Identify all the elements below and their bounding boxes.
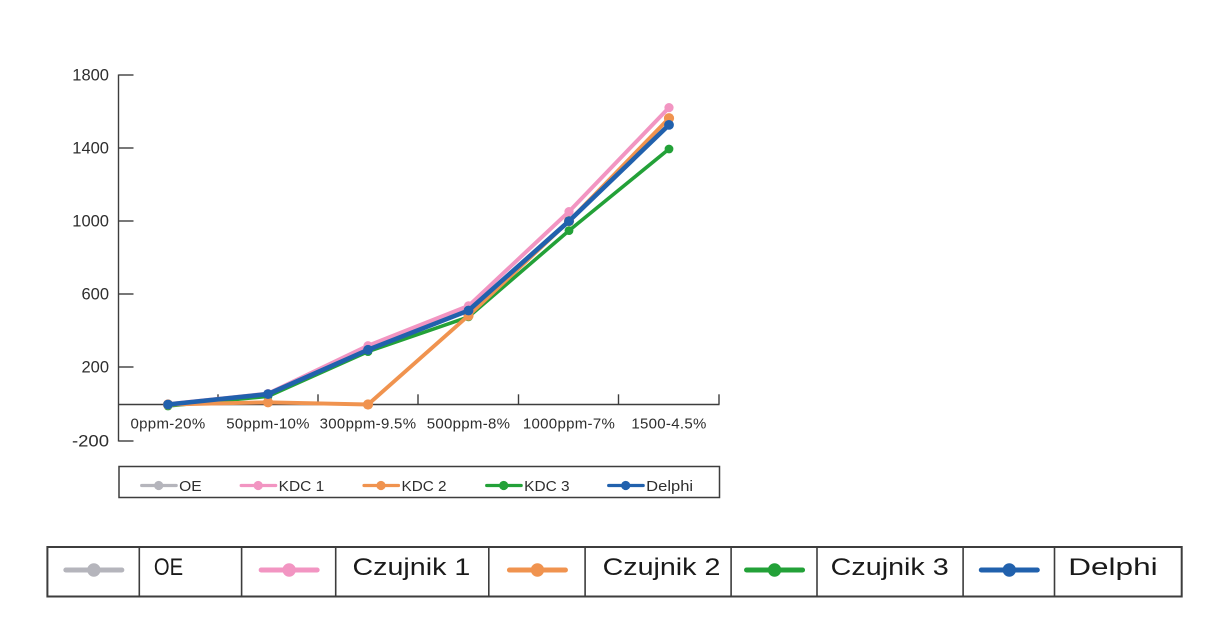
svg-text:KDC 3: KDC 3 [524, 478, 569, 495]
svg-text:0ppm-20%: 0ppm-20% [131, 416, 206, 433]
svg-text:OE: OE [154, 554, 183, 581]
svg-text:KDC 1: KDC 1 [279, 478, 325, 495]
svg-text:Delphi: Delphi [646, 478, 693, 495]
svg-text:300ppm-9.5%: 300ppm-9.5% [320, 416, 417, 433]
svg-text:1400: 1400 [72, 140, 109, 158]
svg-text:Delphi: Delphi [1068, 554, 1157, 581]
svg-text:OE: OE [179, 478, 202, 495]
svg-text:50ppm-10%: 50ppm-10% [226, 416, 310, 433]
svg-text:1000ppm-7%: 1000ppm-7% [523, 416, 615, 433]
svg-text:Czujnik 1: Czujnik 1 [353, 554, 471, 581]
svg-text:Czujnik 3: Czujnik 3 [831, 554, 949, 581]
svg-text:1000: 1000 [72, 213, 109, 231]
svg-text:500ppm-8%: 500ppm-8% [427, 416, 511, 433]
svg-text:-200: -200 [72, 433, 109, 451]
svg-text:KDC 2: KDC 2 [402, 478, 447, 495]
svg-text:1500-4.5%: 1500-4.5% [631, 416, 706, 433]
svg-text:600: 600 [81, 286, 109, 304]
svg-text:200: 200 [81, 359, 109, 377]
svg-text:1800: 1800 [72, 67, 109, 85]
svg-text:Czujnik 2: Czujnik 2 [603, 554, 721, 581]
